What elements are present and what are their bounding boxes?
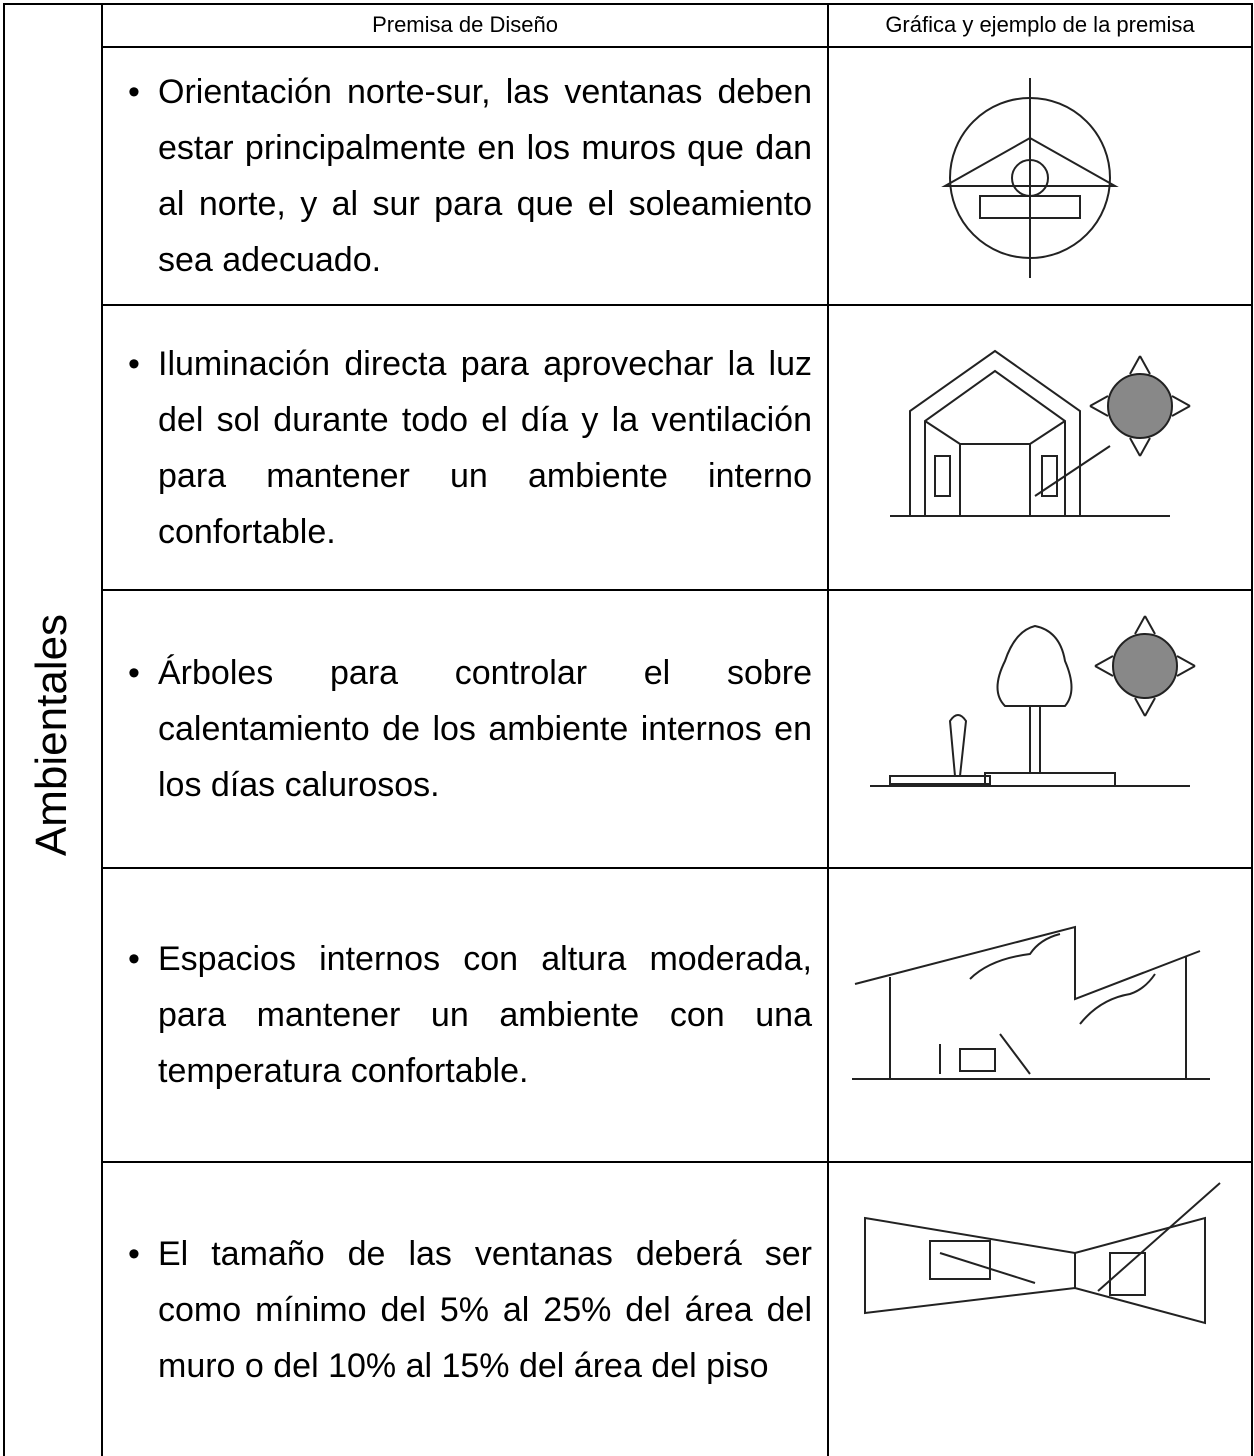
row: El tamaño de las ventanas deberá ser com… xyxy=(128,1163,812,1456)
premise-text: Iluminación directa para aprovechar la l… xyxy=(128,336,812,560)
row: Orientación norte-sur, las ventanas debe… xyxy=(128,48,812,304)
column-header: Premisa de Diseño xyxy=(372,12,558,37)
row: Iluminación directa para aprovechar la l… xyxy=(128,306,812,589)
premise-text: Orientación norte-sur, las ventanas debe… xyxy=(128,64,812,288)
column-header: Gráfica y ejemplo de la premisa xyxy=(885,12,1195,37)
orientation-illustration xyxy=(941,78,1119,278)
window-size-illustration xyxy=(864,1182,1221,1325)
row: Espacios internos con altura moderada, p… xyxy=(128,869,812,1161)
row: Árboles para controlar el sobre calentam… xyxy=(128,591,812,867)
premise-text: Árboles para controlar el sobre calentam… xyxy=(128,645,812,813)
trees-illustration xyxy=(870,615,1196,787)
section-label: Ambientales xyxy=(27,613,76,857)
height-illustration xyxy=(852,925,1210,1080)
premise-text: El tamaño de las ventanas deberá ser com… xyxy=(128,1226,812,1394)
lighting-illustration xyxy=(890,349,1191,517)
premise-text: Espacios internos con altura moderada, p… xyxy=(128,931,812,1099)
